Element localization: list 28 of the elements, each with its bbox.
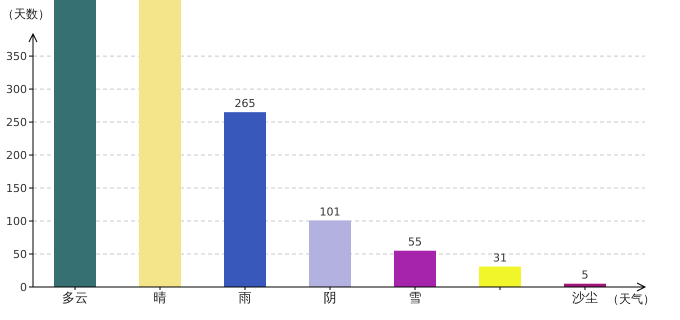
y-tick-label: 300 xyxy=(6,83,27,96)
x-tick-label: 多云 xyxy=(62,291,88,306)
bar xyxy=(394,250,436,287)
y-axis-title: （天数） xyxy=(2,7,50,21)
x-tick-label: 雪 xyxy=(408,291,422,306)
bar xyxy=(139,0,181,287)
bar xyxy=(224,112,266,287)
y-tick-label: 50 xyxy=(13,248,27,262)
bar xyxy=(309,220,351,287)
y-tick-label: 250 xyxy=(6,116,27,130)
bar xyxy=(479,266,521,287)
bar xyxy=(564,284,606,287)
data-label: 101 xyxy=(320,205,340,218)
y-tick-label: 0 xyxy=(20,281,27,294)
data-label: 5 xyxy=(582,268,588,282)
y-tick-label: 200 xyxy=(6,149,27,162)
y-tick-label: 150 xyxy=(6,182,27,196)
x-tick-label: 阴 xyxy=(324,291,336,306)
y-tick-label: 350 xyxy=(6,50,27,64)
x-tick-label: 沙尘 xyxy=(572,291,598,306)
data-label: 265 xyxy=(234,97,256,110)
bar xyxy=(54,0,96,287)
x-tick-label: 雨 xyxy=(238,291,252,306)
x-axis-title: （天气） xyxy=(607,292,655,306)
y-tick-label: 100 xyxy=(6,215,27,228)
data-label: 55 xyxy=(408,236,422,249)
data-label: 31 xyxy=(493,252,507,265)
x-tick-label: 晴 xyxy=(154,291,166,306)
